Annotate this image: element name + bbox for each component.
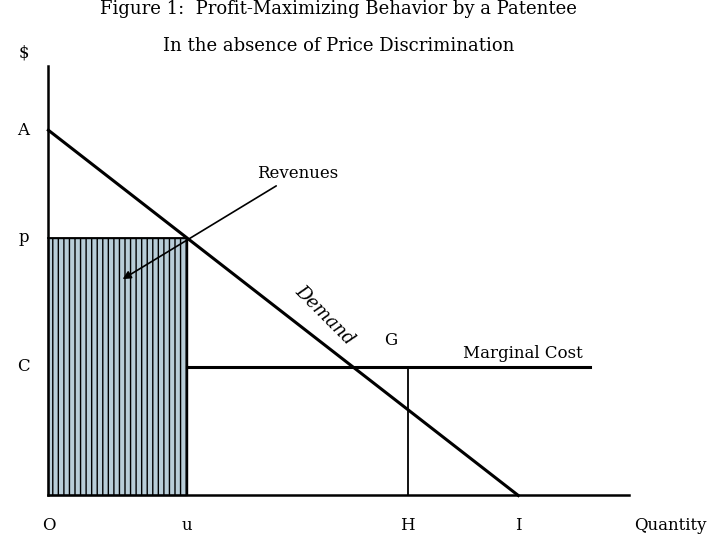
Text: H: H <box>400 517 415 534</box>
Text: p: p <box>18 229 29 246</box>
Text: Figure 1:  Profit-Maximizing Behavior by a Patentee: Figure 1: Profit-Maximizing Behavior by … <box>100 1 577 18</box>
Text: Marginal Cost: Marginal Cost <box>463 345 582 362</box>
Text: A: A <box>17 122 30 139</box>
Text: G: G <box>384 333 397 349</box>
Text: C: C <box>17 358 30 375</box>
Text: Quantity: Quantity <box>634 517 707 534</box>
Text: Demand: Demand <box>292 282 358 348</box>
Text: u: u <box>181 517 192 534</box>
Text: I: I <box>515 517 521 534</box>
Text: O: O <box>42 517 55 534</box>
Text: In the absence of Price Discrimination: In the absence of Price Discrimination <box>163 37 514 55</box>
Bar <box>48 238 186 496</box>
Text: $: $ <box>18 44 29 62</box>
Text: Revenues: Revenues <box>125 165 338 278</box>
